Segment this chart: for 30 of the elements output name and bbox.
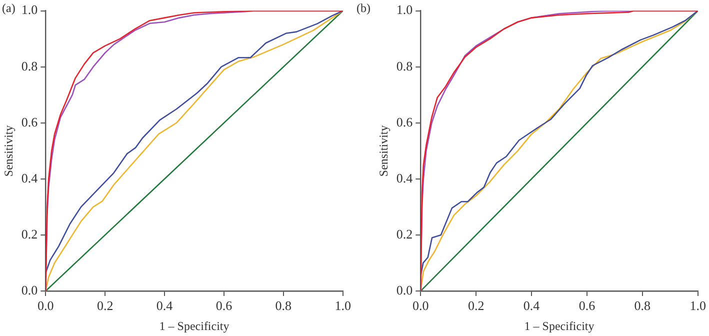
x-axis-title: 1 – Specificity xyxy=(524,318,594,333)
y-tick-label: 1.0 xyxy=(396,2,412,18)
x-tick-label: 0.8 xyxy=(275,298,292,314)
x-tick-label: 0.0 xyxy=(412,298,428,314)
x-tick-label: 0.4 xyxy=(156,298,174,314)
x-axis-title: 1 – Specificity xyxy=(159,318,230,333)
x-tick-label: 0.2 xyxy=(467,298,484,314)
chart-title: (b) xyxy=(356,1,370,16)
y-axis-title: Sensitivity xyxy=(1,125,16,177)
chart-title: (a) xyxy=(2,1,16,16)
x-tick-label: 1.0 xyxy=(689,298,706,314)
x-tick-label: 0.6 xyxy=(578,298,596,314)
y-tick-label: 0.2 xyxy=(396,226,412,242)
x-tick-label: 0.6 xyxy=(216,298,233,314)
y-axis-title: Sensitivity xyxy=(376,125,390,177)
y-tick-label: 0.4 xyxy=(21,170,38,186)
x-tick-label: 0.2 xyxy=(96,298,114,314)
y-tick-label: 0.8 xyxy=(396,58,412,74)
x-tick-label: 0.8 xyxy=(634,298,650,314)
x-tick-label: 0.0 xyxy=(38,298,54,314)
y-tick-label: 0.2 xyxy=(21,226,38,242)
y-tick-label: 1.0 xyxy=(21,2,38,18)
y-tick-label: 0.0 xyxy=(396,282,412,298)
x-tick-label: 0.4 xyxy=(522,298,540,314)
y-tick-label: 0.6 xyxy=(396,114,413,130)
y-tick-label: 0.0 xyxy=(21,282,38,298)
y-tick-label: 0.4 xyxy=(396,170,413,186)
y-tick-label: 0.6 xyxy=(21,114,38,130)
y-tick-label: 0.8 xyxy=(21,58,38,74)
x-tick-label: 1.0 xyxy=(334,298,351,314)
